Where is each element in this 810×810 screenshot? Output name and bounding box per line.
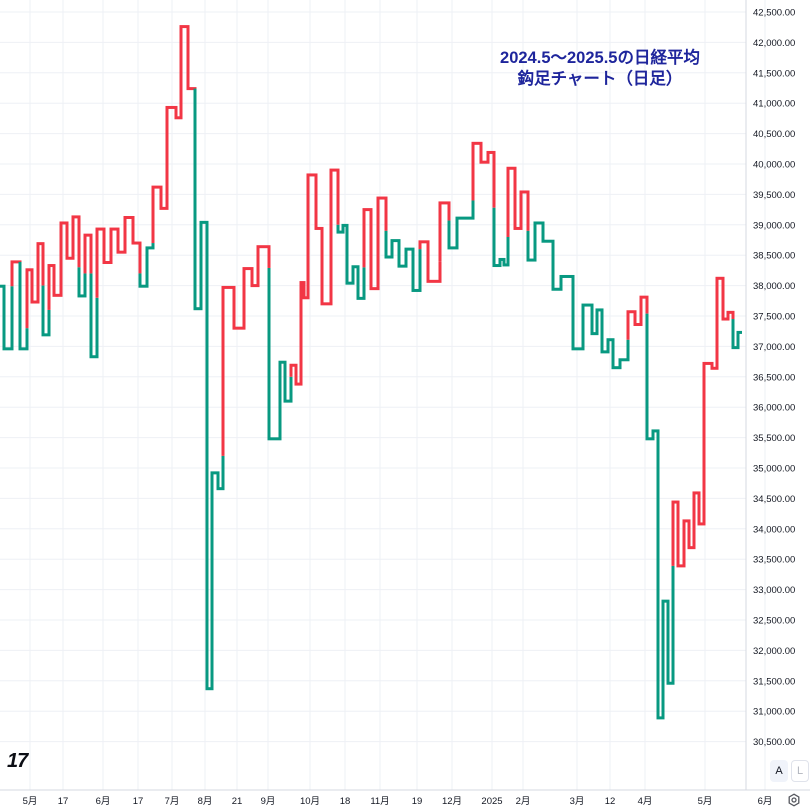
price-tick-label: 33,000.00 — [753, 585, 795, 596]
price-tick-label: 31,500.00 — [753, 676, 795, 687]
time-tick-label: 21 — [232, 796, 243, 807]
price-tick-label: 36,000.00 — [753, 403, 795, 414]
time-tick-label: 12月 — [442, 796, 462, 807]
kagi-line-series — [0, 25, 742, 720]
price-tick-label: 31,000.00 — [753, 707, 795, 718]
auto-scale-button[interactable]: A — [770, 760, 788, 782]
price-tick-label: 34,000.00 — [753, 524, 795, 535]
time-tick-label: 8月 — [198, 796, 213, 807]
chart-title-annotation: 2024.5～2025.5の日経平均 鈎足チャート（日足） — [430, 48, 770, 90]
price-tick-label: 33,500.00 — [753, 555, 795, 566]
time-tick-label: 6月 — [758, 796, 773, 807]
price-tick-label: 41,000.00 — [753, 99, 795, 110]
price-tick-label: 37,500.00 — [753, 312, 795, 323]
price-tick-label: 39,000.00 — [753, 220, 795, 231]
tradingview-logo[interactable]: 17 — [7, 750, 28, 772]
time-tick-label: 10月 — [300, 796, 320, 807]
time-tick-label: 4月 — [638, 796, 653, 807]
time-tick-label: 19 — [412, 796, 423, 807]
price-tick-label: 38,500.00 — [753, 251, 795, 262]
time-tick-label: 6月 — [96, 796, 111, 807]
time-tick-label: 3月 — [570, 796, 585, 807]
time-tick-label: 2月 — [516, 796, 531, 807]
time-tick-label: 9月 — [261, 796, 276, 807]
price-tick-label: 40,000.00 — [753, 160, 795, 171]
price-tick-label: 37,000.00 — [753, 342, 795, 353]
price-tick-label: 36,500.00 — [753, 372, 795, 383]
time-tick-label: 12 — [605, 796, 616, 807]
price-tick-label: 40,500.00 — [753, 129, 795, 140]
gear-icon[interactable] — [786, 793, 802, 809]
price-tick-label: 41,500.00 — [753, 68, 795, 79]
price-tick-label: 39,500.00 — [753, 190, 795, 201]
price-tick-label: 30,500.00 — [753, 737, 795, 748]
time-tick-label: 17 — [133, 796, 144, 807]
price-tick-label: 34,500.00 — [753, 494, 795, 505]
time-tick-label: 5月 — [23, 796, 38, 807]
price-tick-label: 42,000.00 — [753, 38, 795, 49]
price-tick-label: 35,000.00 — [753, 464, 795, 475]
time-tick-label: 7月 — [165, 796, 180, 807]
time-tick-label: 5月 — [698, 796, 713, 807]
log-scale-button[interactable]: L — [791, 760, 809, 782]
price-tick-label: 35,500.00 — [753, 433, 795, 444]
price-tick-label: 42,500.00 — [753, 8, 795, 19]
price-scale-controls: A L — [770, 760, 809, 782]
time-tick-label: 18 — [340, 796, 351, 807]
time-tick-label: 17 — [58, 796, 69, 807]
price-tick-label: 32,500.00 — [753, 616, 795, 627]
chart-title-line1: 2024.5～2025.5の日経平均 — [500, 49, 700, 67]
price-tick-label: 38,000.00 — [753, 281, 795, 292]
chart-title-line2: 鈎足チャート（日足） — [517, 70, 683, 88]
price-tick-label: 32,000.00 — [753, 646, 795, 657]
time-tick-label: 11月 — [370, 796, 389, 807]
gridlines — [0, 0, 766, 790]
time-tick-label: 2025 — [481, 796, 502, 807]
